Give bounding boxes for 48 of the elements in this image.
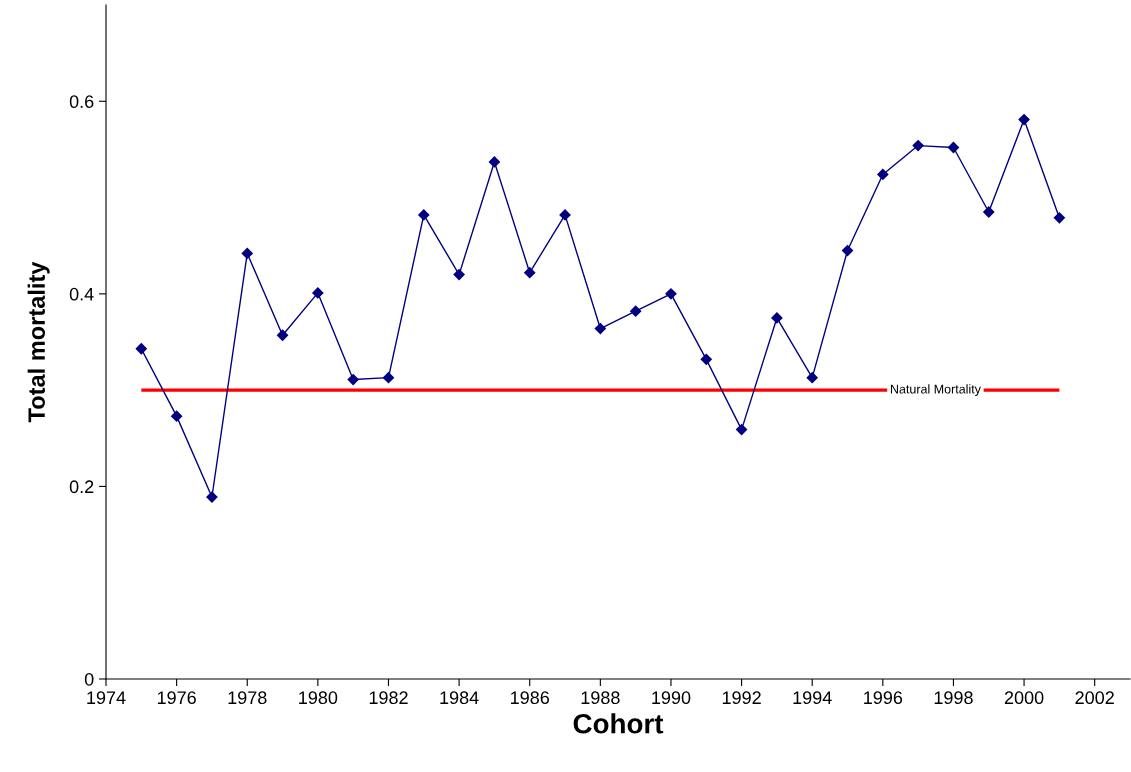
x-tick-label: 1996: [864, 691, 903, 705]
y-tick-label: 0.4: [69, 287, 94, 301]
point: [594, 322, 606, 335]
point: [630, 305, 642, 317]
x-tick-label: 1984: [440, 691, 479, 705]
point: [312, 287, 324, 299]
point: [841, 244, 854, 257]
point: [171, 410, 183, 422]
y-tick-label: 0.6: [69, 95, 94, 109]
point: [983, 206, 995, 218]
point: [453, 268, 465, 281]
point: [1018, 113, 1030, 126]
point: [382, 372, 395, 384]
point: [347, 373, 359, 386]
x-axis-title: Cohort: [573, 713, 664, 734]
x-tick-label: 1978: [228, 691, 267, 705]
point: [418, 209, 430, 221]
ref-line-label: Natural Mortality: [890, 384, 981, 396]
x-tick-label: 1974: [87, 691, 126, 705]
point: [665, 288, 677, 300]
point: [806, 372, 818, 384]
point: [771, 312, 783, 324]
x-tick-label: 1982: [369, 691, 408, 705]
x-tick-label: 1986: [511, 691, 550, 705]
point: [1053, 212, 1065, 224]
point: [524, 267, 536, 279]
x-tick-label: 1998: [934, 691, 973, 705]
point: [276, 329, 289, 341]
x-tick-label: 1990: [652, 691, 691, 705]
point: [947, 141, 960, 154]
y-axis-title: Total mortality: [27, 261, 50, 423]
x-tick-label: 2000: [1004, 691, 1044, 705]
x-tick-label: 1988: [581, 691, 620, 705]
point: [488, 156, 501, 168]
point: [735, 424, 748, 436]
point: [559, 209, 571, 221]
x-tick-label: 1994: [793, 691, 832, 705]
point: [135, 343, 147, 355]
x-tick-label: 1992: [722, 691, 761, 705]
x-tick-label: 2002: [1075, 691, 1114, 705]
y-tick-label: 0: [84, 672, 94, 686]
x-tick-label: 1980: [299, 691, 338, 705]
point: [912, 139, 924, 152]
point: [241, 247, 253, 260]
x-tick-label: 1976: [157, 691, 196, 705]
point: [877, 168, 889, 181]
point: [700, 353, 712, 365]
y-tick-label: 0.2: [69, 480, 94, 494]
